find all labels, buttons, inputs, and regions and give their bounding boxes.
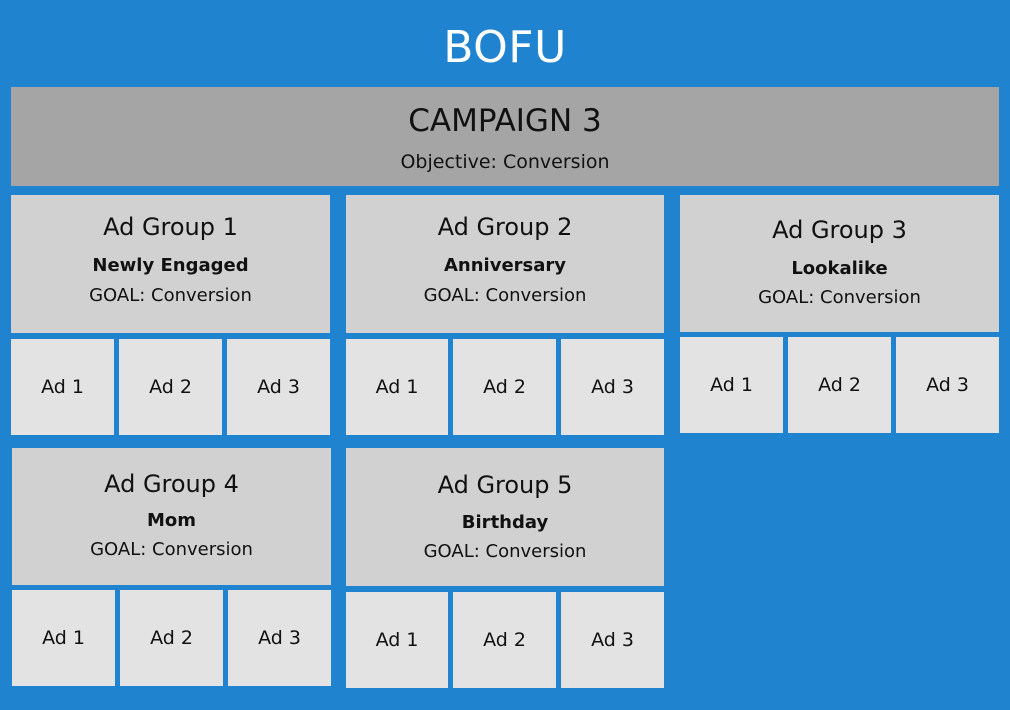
ad-2-group-4: Ad 2 [120, 590, 223, 686]
ad-group-2: Ad Group 2 Anniversary GOAL: Conversion [346, 195, 664, 333]
ad-1-group-5: Ad 1 [346, 592, 448, 688]
ad-group-name: Ad Group 4 [104, 470, 239, 498]
campaign-box: CAMPAIGN 3 Objective: Conversion [11, 87, 999, 186]
ad-2-group-1: Ad 2 [119, 339, 222, 435]
campaign-objective: Objective: Conversion [400, 151, 610, 173]
ad-group-goal: GOAL: Conversion [90, 539, 253, 560]
ad-1-group-4: Ad 1 [12, 590, 115, 686]
ad-group-3: Ad Group 3 Lookalike GOAL: Conversion [680, 195, 999, 332]
ad-3-group-3: Ad 3 [896, 337, 999, 433]
ad-group-goal: GOAL: Conversion [89, 285, 252, 306]
ad-1-group-1: Ad 1 [11, 339, 114, 435]
ad-group-name: Ad Group 5 [437, 471, 573, 499]
ad-group-goal: GOAL: Conversion [758, 287, 921, 308]
ad-group-goal: GOAL: Conversion [423, 285, 587, 306]
ad-group-name: Ad Group 2 [437, 213, 573, 241]
ad-group-1: Ad Group 1 Newly Engaged GOAL: Conversio… [11, 195, 330, 333]
ad-group-audience: Anniversary [443, 255, 567, 276]
ad-group-audience: Mom [146, 510, 197, 531]
ad-group-audience: Lookalike [791, 258, 888, 279]
ad-group-name: Ad Group 3 [772, 216, 907, 244]
ad-2-group-3: Ad 2 [788, 337, 891, 433]
ad-1-group-2: Ad 1 [346, 339, 448, 435]
ad-1-group-3: Ad 1 [680, 337, 783, 433]
ad-2-group-2: Ad 2 [453, 339, 556, 435]
ad-group-audience: Newly Engaged [92, 255, 249, 276]
funnel-stage-title: BOFU [443, 22, 567, 73]
ad-2-group-5: Ad 2 [453, 592, 556, 688]
campaign-name: CAMPAIGN 3 [408, 103, 602, 139]
ad-group-audience: Birthday [461, 512, 549, 533]
ad-3-group-5: Ad 3 [561, 592, 664, 688]
ad-3-group-4: Ad 3 [228, 590, 331, 686]
ad-group-4: Ad Group 4 Mom GOAL: Conversion [12, 448, 331, 585]
ad-3-group-2: Ad 3 [561, 339, 664, 435]
ad-group-5: Ad Group 5 Birthday GOAL: Conversion [346, 448, 664, 586]
ad-group-goal: GOAL: Conversion [423, 541, 587, 562]
ad-3-group-1: Ad 3 [227, 339, 330, 435]
ad-group-name: Ad Group 1 [103, 213, 238, 241]
